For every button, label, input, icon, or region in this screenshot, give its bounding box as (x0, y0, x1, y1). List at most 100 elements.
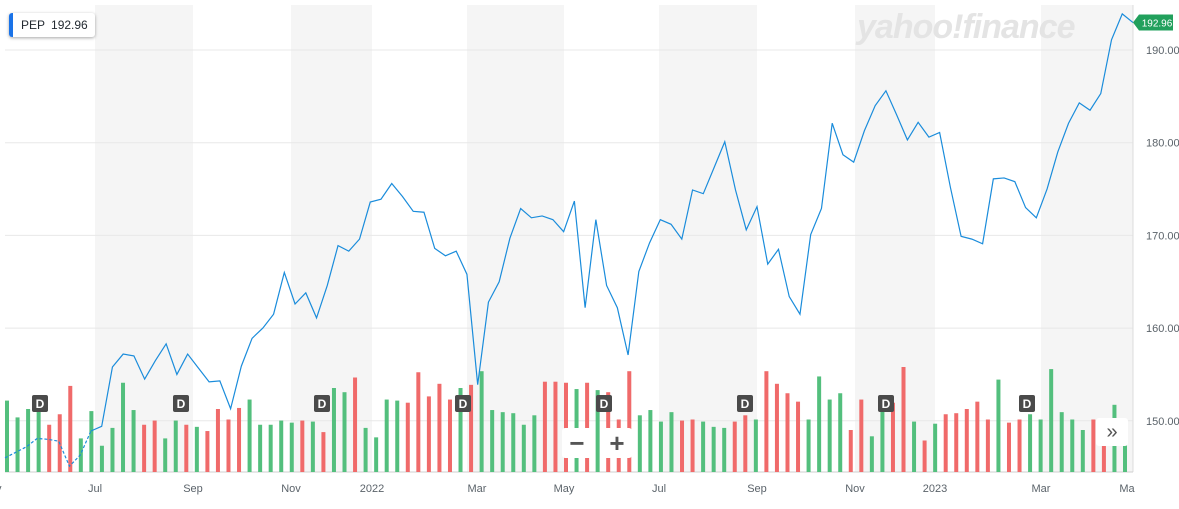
volume-bar (542, 381, 547, 472)
volume-bar (1028, 414, 1033, 472)
volume-bar (36, 398, 41, 472)
volume-bar (564, 382, 568, 472)
dividend-marker-label: D (741, 397, 750, 411)
volume-bar (163, 438, 168, 472)
volume-bar (1123, 424, 1127, 472)
volume-bar (447, 399, 452, 472)
x-tick-label: Nov (845, 483, 865, 495)
volume-bar (796, 401, 801, 472)
volume-bar (838, 393, 843, 472)
volume-bar (1017, 419, 1022, 472)
volume-bar (690, 419, 695, 472)
x-tick-label: Ma (1119, 483, 1135, 495)
volume-bar (1080, 430, 1085, 472)
volume-bar (184, 424, 189, 472)
volume-bar (753, 419, 758, 472)
volume-bar (68, 385, 73, 472)
volume-bar (342, 392, 347, 472)
volume-bar (374, 437, 379, 472)
volume-bar (142, 424, 147, 472)
y-tick-label: 170.00 (1146, 230, 1179, 242)
volume-bar (173, 420, 178, 472)
dividend-marker-label: D (36, 397, 45, 411)
dividend-marker: D (737, 395, 753, 412)
volume-bar (121, 382, 126, 472)
zoom-out-button[interactable]: − (562, 428, 592, 458)
dividend-marker-box (173, 395, 189, 412)
volume-bar (848, 430, 853, 472)
volume-bar (289, 422, 294, 472)
volume-bar (490, 410, 495, 472)
volume-bar (416, 372, 421, 472)
volume-bar (437, 383, 442, 472)
price-line-layer (4, 12, 1134, 468)
dividend-marker: D (878, 395, 894, 412)
x-tick-label: Mar (468, 483, 487, 495)
dividend-marker: D (455, 395, 471, 412)
dividend-marker: D (173, 395, 189, 412)
dividend-marker-box (314, 395, 330, 412)
volume-bar (310, 421, 315, 472)
volume-bar (732, 421, 737, 472)
volume-bar (1049, 369, 1054, 472)
volume-bar (774, 383, 779, 472)
x-tick-label: 2022 (360, 483, 384, 495)
x-tick-label: May (554, 483, 575, 495)
volume-bar (331, 388, 336, 472)
volume-bar (627, 371, 632, 472)
x-tick-label: Sep (183, 483, 203, 495)
volume-bar (595, 390, 600, 472)
month-band (291, 5, 372, 472)
price-tag-layer: 192.96 (1133, 14, 1173, 31)
dividend-marker: D (314, 395, 330, 412)
volume-bar (859, 399, 864, 472)
volume-bar (384, 399, 389, 472)
volume-bar (363, 427, 368, 472)
x-axis: y Jul Sep Nov 2022 Mar May Jul Sep Nov 2023 Mar Ma (0, 483, 1136, 495)
volume-bar (215, 409, 220, 472)
dividend-marker-label: D (882, 397, 891, 411)
volume-bar (1006, 422, 1011, 472)
series-color-swatch (9, 13, 13, 37)
scroll-forward-button[interactable]: » (1096, 418, 1128, 446)
month-bands (95, 5, 1133, 472)
dividend-marker: D (32, 395, 48, 412)
volume-bar (300, 420, 305, 472)
volume-bar (1091, 419, 1096, 472)
dividend-marker-label: D (1023, 397, 1032, 411)
volume-bar (279, 420, 284, 472)
volume-bar (711, 426, 716, 472)
volume-bar (110, 427, 115, 472)
volume-bar (237, 407, 242, 472)
volume-bar (637, 415, 642, 472)
volume-bar (1059, 412, 1064, 472)
volume-bar (669, 412, 674, 472)
dividend-marker-label: D (318, 397, 327, 411)
double-chevron-right-icon: » (1106, 420, 1118, 443)
volume-bar (532, 415, 537, 472)
y-tick-label: 160.00 (1146, 323, 1179, 335)
volume-bar (469, 384, 474, 472)
y-tick-label: 150.00 (1146, 416, 1179, 428)
volume-bar (912, 421, 917, 472)
volume-bar (880, 409, 885, 472)
dividend-marker-box (596, 395, 612, 412)
ticker-badge[interactable]: PEP 192.96 (9, 13, 95, 37)
volume-bar (1070, 419, 1075, 472)
volume-bar (585, 382, 590, 472)
volume-bar (511, 413, 516, 472)
volume-bar (405, 402, 410, 472)
zoom-in-button[interactable]: + (602, 428, 632, 458)
month-band (855, 5, 935, 472)
x-tick-label: Nov (281, 483, 301, 495)
plus-icon: + (609, 427, 625, 458)
volume-bar (553, 381, 558, 472)
volume-bar (785, 393, 790, 472)
volume-bar (500, 412, 505, 472)
volume-bar (26, 409, 31, 472)
volume-bar (901, 367, 906, 472)
volume-bar (194, 426, 199, 472)
